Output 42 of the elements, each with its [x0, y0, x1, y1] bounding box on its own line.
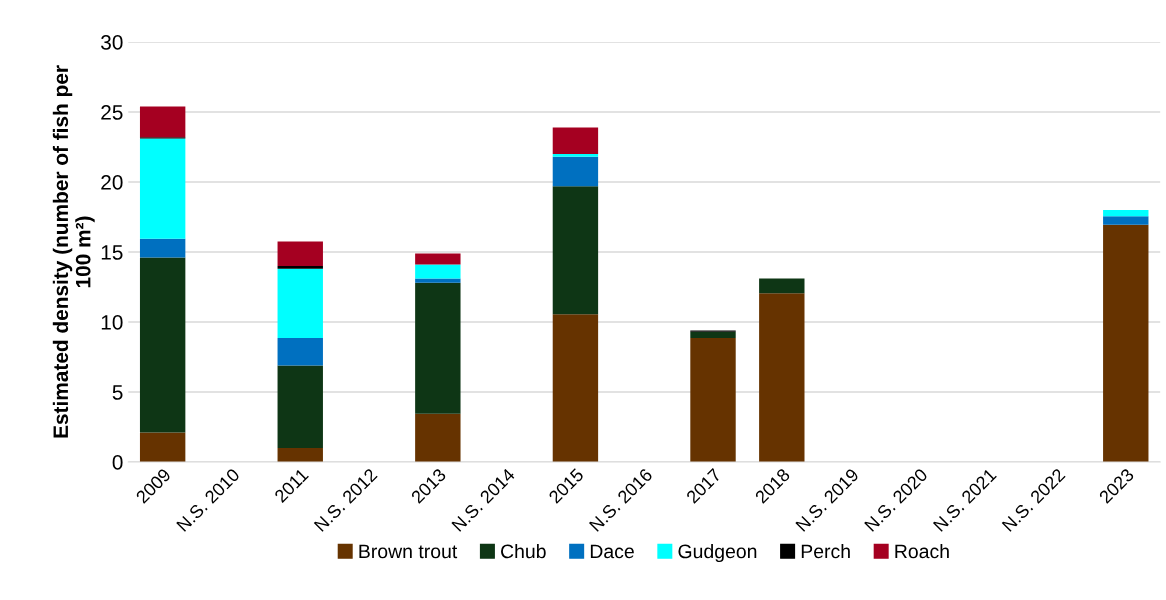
bar: [1103, 224, 1149, 462]
y-axis-title: Estimated density (number of fish per 100 m²): [52, 65, 95, 438]
bar: [552, 314, 599, 462]
bar: [415, 278, 461, 283]
y-tick-label: 20: [101, 175, 123, 190]
legend-label: Brown trout: [359, 544, 458, 559]
bar: [1103, 216, 1149, 225]
bar: [139, 257, 186, 433]
bar: [690, 331, 736, 339]
bar: [690, 338, 736, 462]
y-tick-label: 15: [101, 245, 123, 260]
legend-label: Dace: [590, 544, 634, 559]
bar: [139, 138, 186, 239]
bar: [277, 448, 323, 462]
bar: [277, 365, 323, 448]
bar: [415, 282, 461, 414]
bar: [277, 241, 323, 266]
bar: [415, 413, 461, 462]
legend-label: Chub: [501, 543, 546, 559]
bar: [139, 238, 186, 258]
y-tick-label: 30: [101, 35, 123, 50]
legend-label: Roach: [895, 543, 949, 559]
bar: [277, 338, 323, 366]
legend-label: Perch: [801, 543, 850, 559]
bar: [552, 154, 599, 157]
bar: [552, 186, 599, 315]
y-tick-label: 10: [101, 315, 123, 330]
bar: [552, 127, 599, 154]
bar: [415, 264, 461, 279]
y-tick-label: 5: [112, 385, 123, 400]
legend-label: Gudgeon: [678, 543, 757, 563]
bar: [552, 156, 599, 187]
bar: [759, 278, 805, 294]
y-tick-label: 25: [101, 105, 123, 120]
bar: [139, 432, 186, 462]
y-tick-label: 0: [112, 455, 123, 470]
bar: [415, 253, 461, 265]
bar: [1103, 210, 1149, 217]
bar: [759, 293, 805, 462]
bar: [277, 268, 323, 339]
bar: [277, 266, 323, 269]
bar: [139, 106, 186, 138]
